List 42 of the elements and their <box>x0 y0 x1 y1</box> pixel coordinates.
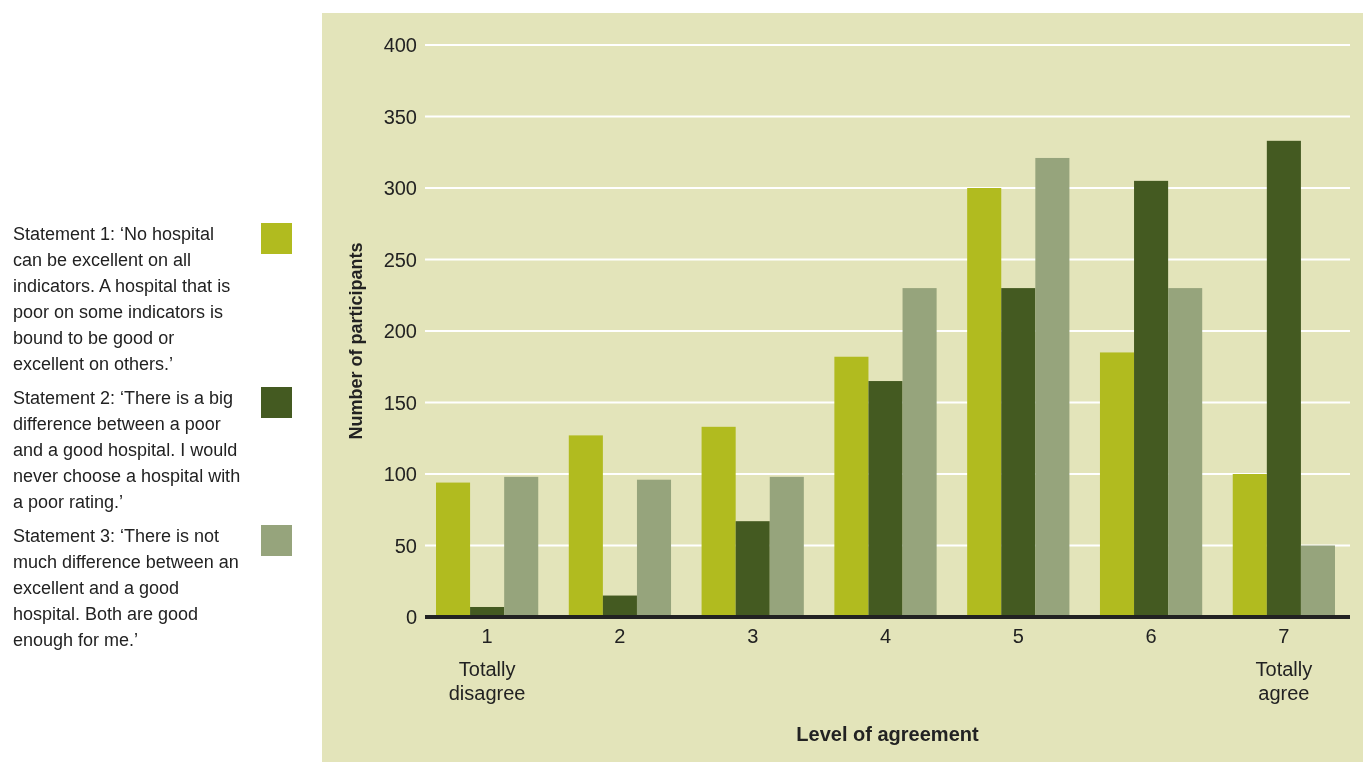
legend-label: Statement 3: ‘There is not much difference between an excellent and a good hospital. Both are good enough for me.’ <box>13 526 239 650</box>
bar <box>1232 474 1267 617</box>
bar <box>1001 288 1036 617</box>
bar <box>1300 545 1335 617</box>
legend-label: Statement 1: ‘No hospital can be excellent on all indicators. A hospital that is poor on some indicators is bound to be good or excellent on others.’ <box>13 224 231 374</box>
y-tick-label: 350 <box>383 105 417 128</box>
bar <box>1266 140 1301 617</box>
bar <box>1168 288 1203 617</box>
y-tick-label: 50 <box>394 534 417 557</box>
bar <box>868 381 903 617</box>
legend-label: Statement 2: ‘There is a big difference between a poor and a good hospital. I would never choose a hospital with a poor rating.’ <box>13 388 241 512</box>
y-tick-label: 100 <box>383 463 417 485</box>
x-tick-label: 1 <box>481 625 493 647</box>
y-axis-title: Number of participants <box>346 242 366 440</box>
x-tick-label: 2 <box>614 625 626 647</box>
x-tick-label: 6 <box>1145 625 1157 647</box>
bar <box>735 521 770 617</box>
bar <box>1134 180 1169 617</box>
bar <box>1099 352 1135 617</box>
y-tick-label: 200 <box>383 320 417 342</box>
bar <box>769 476 804 617</box>
x-tick-label: 4 <box>879 625 892 647</box>
y-tick-label: 300 <box>383 177 417 199</box>
text: Totally disagree <box>448 658 526 704</box>
bar <box>701 426 736 617</box>
y-tick-label: 0 <box>405 606 417 628</box>
bar <box>568 435 603 617</box>
bar <box>902 288 937 617</box>
bar <box>504 476 539 617</box>
x-tick-label: 5 <box>1012 625 1024 647</box>
y-tick-label: 250 <box>383 248 417 271</box>
bar <box>834 356 869 617</box>
y-tick-label: 400 <box>383 34 417 56</box>
bar <box>967 188 1002 617</box>
y-tick-label: 150 <box>383 391 417 414</box>
text: Totally agree <box>1255 658 1313 704</box>
bar <box>1035 157 1070 617</box>
x-tick-label: 3 <box>747 625 759 647</box>
x-axis-title: Level of agreement <box>796 723 979 745</box>
x-tick-label: 7 <box>1278 625 1290 647</box>
bar <box>636 479 672 617</box>
bar <box>436 482 471 617</box>
